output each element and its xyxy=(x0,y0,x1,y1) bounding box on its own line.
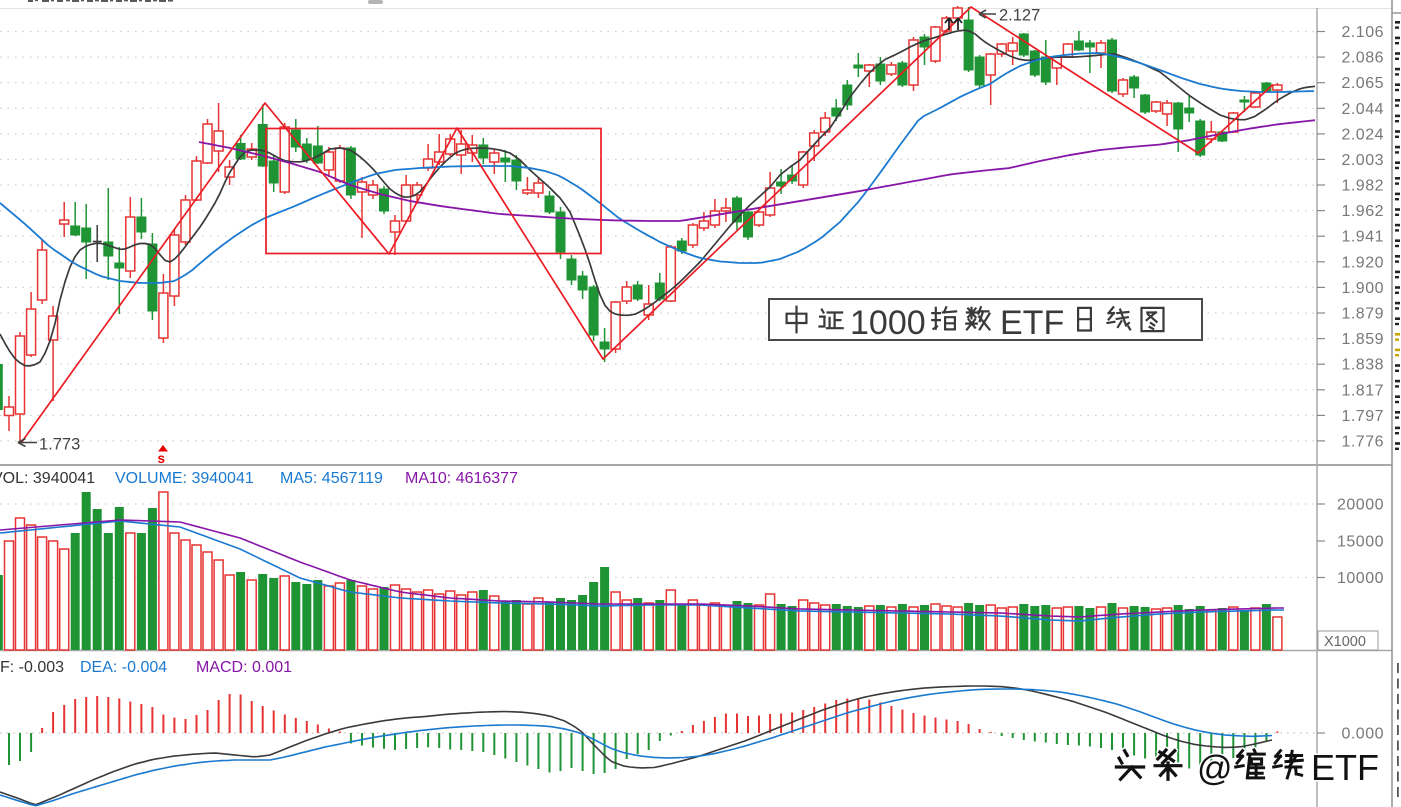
svg-text:@: @ xyxy=(1197,749,1233,788)
svg-text:1.797: 1.797 xyxy=(1341,408,1384,425)
svg-text:s: s xyxy=(158,451,166,466)
svg-text:MA5: 4567119: MA5: 4567119 xyxy=(280,470,383,487)
svg-text:15000: 15000 xyxy=(1337,534,1384,551)
svg-text:1.879: 1.879 xyxy=(1341,306,1384,323)
svg-text:2.044: 2.044 xyxy=(1341,101,1384,118)
svg-text:MACD: 0.001: MACD: 0.001 xyxy=(196,659,292,676)
svg-text:10000: 10000 xyxy=(1337,570,1384,587)
svg-text:2.086: 2.086 xyxy=(1341,50,1384,67)
svg-text:1.941: 1.941 xyxy=(1341,229,1384,246)
svg-text:2.127: 2.127 xyxy=(999,7,1040,25)
svg-text:2.065: 2.065 xyxy=(1341,75,1384,92)
svg-text:F: -0.003: F: -0.003 xyxy=(0,659,64,676)
svg-text:1.838: 1.838 xyxy=(1341,357,1384,374)
svg-text:DEA: -0.004: DEA: -0.004 xyxy=(80,659,167,676)
svg-text:1.962: 1.962 xyxy=(1341,203,1384,220)
svg-text:ETF: ETF xyxy=(1311,747,1379,788)
svg-text:1.900: 1.900 xyxy=(1341,280,1384,297)
svg-text:1.920: 1.920 xyxy=(1341,254,1384,271)
svg-text:1000: 1000 xyxy=(850,304,926,342)
svg-text:X1000: X1000 xyxy=(1324,634,1366,650)
svg-text:20000: 20000 xyxy=(1337,497,1384,514)
svg-text:ETF: ETF xyxy=(1000,304,1064,342)
svg-text:1.773: 1.773 xyxy=(39,436,80,454)
svg-text:2.024: 2.024 xyxy=(1341,126,1384,143)
svg-text:1.982: 1.982 xyxy=(1341,178,1384,195)
svg-text:1.817: 1.817 xyxy=(1341,382,1384,399)
svg-text:VOLUME: 3940041: VOLUME: 3940041 xyxy=(115,470,254,487)
svg-text:1.776: 1.776 xyxy=(1341,433,1384,450)
svg-text:2.106: 2.106 xyxy=(1341,24,1384,41)
svg-text:0.000: 0.000 xyxy=(1341,726,1384,743)
svg-text:MA10: 4616377: MA10: 4616377 xyxy=(405,470,518,487)
svg-text:2.003: 2.003 xyxy=(1341,152,1384,169)
svg-text:1.859: 1.859 xyxy=(1341,331,1384,348)
svg-text:VOL: 3940041: VOL: 3940041 xyxy=(0,470,95,487)
